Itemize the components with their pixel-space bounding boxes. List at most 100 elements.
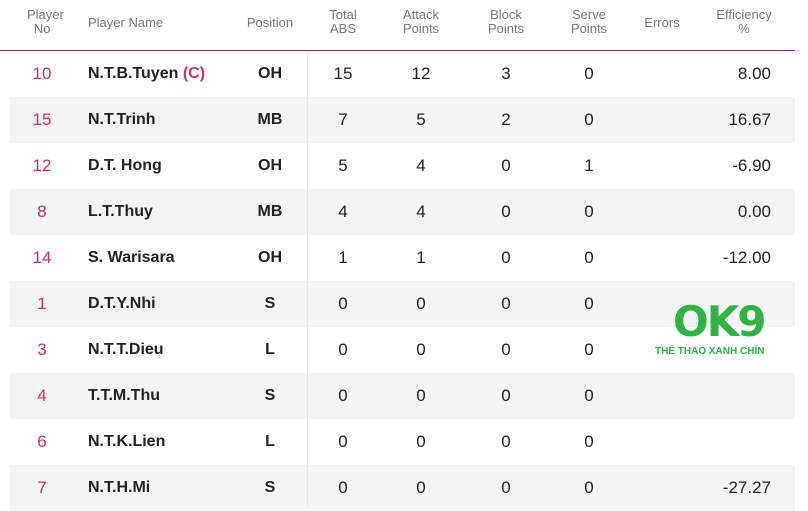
player-name: N.T.T.Dieu <box>88 327 164 373</box>
player-name: N.T.B.Tuyen (C) <box>88 51 205 97</box>
player-number-text: 12 <box>32 156 52 175</box>
table-row[interactable]: 4 T.T.M.Thu S 0 0 0 0 <box>10 373 795 419</box>
table-row[interactable]: 10 N.T.B.Tuyen (C) OH 15 12 3 0 8.00 <box>10 51 795 97</box>
captain-badge: (C) <box>182 65 206 82</box>
header-attack-points[interactable]: Attack Points <box>402 7 440 36</box>
header-position[interactable]: Position <box>246 15 294 30</box>
table-row[interactable]: 15 N.T.Trinh MB 7 5 2 0 16.67 <box>10 97 795 143</box>
total-abs-text: 15 <box>333 64 353 83</box>
logo-text: OK9 <box>673 297 766 346</box>
serve-points: 0 <box>584 281 593 327</box>
position-text: OH <box>258 65 282 82</box>
block-points: 0 <box>501 327 510 373</box>
column-divider <box>307 51 308 507</box>
position: L <box>265 419 275 465</box>
position-text: L <box>265 341 275 358</box>
total-abs: 0 <box>338 419 347 465</box>
player-number-text: 14 <box>32 248 52 267</box>
player-number: 10 <box>33 51 52 97</box>
attack-points: 5 <box>416 97 425 143</box>
table-row[interactable]: 12 D.T. Hong OH 5 4 0 1 -6.90 <box>10 143 795 189</box>
attack-points-text: 0 <box>416 478 426 497</box>
attack-points: 12 <box>412 51 431 97</box>
block-points-text: 0 <box>501 340 511 359</box>
player-number: 1 <box>37 281 46 327</box>
attack-points: 4 <box>416 189 425 235</box>
serve-points: 0 <box>584 189 593 235</box>
player-name: L.T.Thuy <box>88 189 153 235</box>
header-player-no[interactable]: Player No <box>27 7 64 36</box>
table-header: Player No Player Name Position Total ABS… <box>0 0 795 51</box>
header-total-abs[interactable]: Total ABS <box>329 7 357 36</box>
serve-points-text: 0 <box>584 248 594 267</box>
player-name: N.T.H.Mi <box>88 465 150 511</box>
serve-points: 0 <box>584 97 593 143</box>
total-abs-text: 5 <box>338 156 348 175</box>
table-row[interactable]: 1 D.T.Y.Nhi S 0 0 0 0 <box>10 281 795 327</box>
total-abs-text: 7 <box>338 110 348 129</box>
serve-points-text: 0 <box>584 340 594 359</box>
player-number-text: 3 <box>37 340 47 359</box>
ok9-logo: OK9 THỂ THAO XANH CHÍN <box>655 297 766 358</box>
serve-points-text: 0 <box>584 202 594 221</box>
total-abs: 7 <box>338 97 347 143</box>
table-row[interactable]: 6 N.T.K.Lien L 0 0 0 0 <box>10 419 795 465</box>
block-points: 0 <box>501 143 510 189</box>
player-number: 3 <box>37 327 46 373</box>
position: OH <box>258 51 282 97</box>
efficiency: -12.00 <box>722 248 771 267</box>
header-player-name[interactable]: Player Name <box>88 15 164 30</box>
total-abs: 0 <box>338 373 347 419</box>
attack-points-text: 0 <box>416 432 426 451</box>
efficiency: 8.00 <box>737 64 771 83</box>
block-points-text: 0 <box>501 432 511 451</box>
header-efficiency[interactable]: Efficiency % <box>716 7 772 36</box>
total-abs-text: 0 <box>338 340 348 359</box>
position-text: OH <box>258 157 282 174</box>
position: OH <box>258 235 282 281</box>
block-points: 0 <box>501 465 510 511</box>
header-block-points[interactable]: Block Points <box>487 7 525 36</box>
block-points: 0 <box>501 419 510 465</box>
table-row[interactable]: 14 S. Warisara OH 1 1 0 0 -12.00 <box>10 235 795 281</box>
player-name: N.T.Trinh <box>88 97 156 143</box>
player-number-text: 1 <box>37 294 47 313</box>
serve-points-text: 0 <box>584 432 594 451</box>
table-row[interactable]: 8 L.T.Thuy MB 4 4 0 0 0.00 <box>10 189 795 235</box>
serve-points-text: 0 <box>584 64 594 83</box>
attack-points: 0 <box>416 281 425 327</box>
position: S <box>265 465 276 511</box>
block-points-text: 2 <box>501 110 511 129</box>
player-number-text: 4 <box>37 386 47 405</box>
serve-points-text: 0 <box>584 478 594 497</box>
header-serve-points[interactable]: Serve Points <box>570 7 608 36</box>
player-name-text: L.T.Thuy <box>88 203 153 220</box>
serve-points: 0 <box>584 373 593 419</box>
total-abs: 15 <box>334 51 353 97</box>
total-abs: 0 <box>338 465 347 511</box>
player-number-text: 6 <box>37 432 47 451</box>
table-row[interactable]: 7 N.T.H.Mi S 0 0 0 0 -27.27 <box>10 465 795 511</box>
block-points: 0 <box>501 373 510 419</box>
player-name-text: N.T.B.Tuyen <box>88 65 179 82</box>
block-points-text: 0 <box>501 294 511 313</box>
block-points-text: 3 <box>501 64 511 83</box>
serve-points: 0 <box>584 327 593 373</box>
block-points-text: 0 <box>501 248 511 267</box>
attack-points-text: 0 <box>416 294 426 313</box>
player-number: 7 <box>37 465 46 511</box>
player-name-text: N.T.T.Dieu <box>88 341 164 358</box>
attack-points-text: 0 <box>416 340 426 359</box>
table-row[interactable]: 3 N.T.T.Dieu L 0 0 0 0 <box>10 327 795 373</box>
header-errors[interactable]: Errors <box>644 15 680 30</box>
total-abs: 5 <box>338 143 347 189</box>
block-points: 0 <box>501 281 510 327</box>
efficiency: -27.27 <box>722 478 771 497</box>
player-number: 6 <box>37 419 46 465</box>
attack-points: 4 <box>416 143 425 189</box>
position: MB <box>258 97 283 143</box>
attack-points-text: 5 <box>416 110 426 129</box>
block-points-text: 0 <box>501 478 511 497</box>
attack-points-text: 12 <box>411 64 431 83</box>
player-name-text: S. Warisara <box>88 249 175 266</box>
